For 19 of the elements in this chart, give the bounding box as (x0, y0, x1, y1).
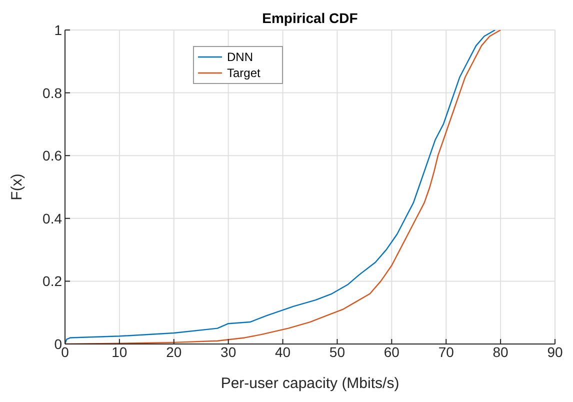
x-tick-label: 10 (112, 344, 128, 360)
y-tick-label: 0.2 (42, 273, 62, 290)
x-tick-label: 70 (438, 344, 454, 360)
y-tick-label: 0.8 (42, 84, 62, 101)
x-tick-label: 50 (329, 344, 346, 360)
x-tick-label: 20 (166, 344, 182, 360)
x-tick-label: 60 (384, 344, 400, 360)
y-axis-title: F(x) (8, 174, 26, 200)
x-tick-label: 90 (547, 344, 563, 360)
legend-label: DNN (227, 49, 253, 65)
y-tick-label: 0.4 (42, 210, 62, 226)
legend-label: Target (227, 65, 260, 81)
x-tick-label: 80 (492, 344, 509, 360)
x-tick-label: 30 (220, 344, 236, 360)
x-axis-title: Per-user capacity (Mbits/s) (220, 375, 400, 392)
chart-title: Empirical CDF (261, 10, 359, 26)
y-tick-label: 0.6 (42, 148, 62, 164)
y-tick-label: 1 (54, 22, 62, 38)
x-tick-label: 40 (274, 344, 291, 360)
